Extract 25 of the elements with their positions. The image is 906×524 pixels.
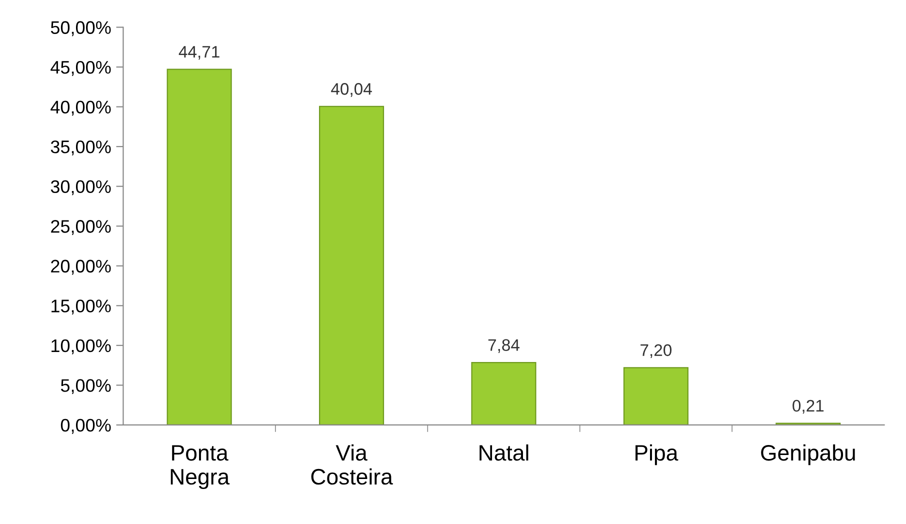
bar [623, 367, 688, 425]
y-tick-label: 10,00% [52, 339, 111, 354]
x-tick-label: Natal [480, 444, 528, 461]
x-tick-label: Ponta Negra [170, 445, 230, 490]
y-tick-label: 5,00% [60, 379, 111, 394]
y-tick-label: 45,00% [50, 60, 111, 76]
y-tick-label: 30,00% [50, 180, 111, 196]
data-label: 44,71 [178, 46, 220, 60]
bar [166, 68, 232, 425]
x-tick-label: Genipabu [761, 444, 855, 466]
x-tick-label: Via Costeira [311, 444, 393, 485]
y-tick-label: 35,00% [50, 140, 111, 156]
y-tick-label: 15,00% [52, 300, 111, 314]
y-tick-label: 0,00% [60, 418, 111, 434]
y-tick-label: 40,00% [50, 100, 111, 116]
y-tick-label: 50,00% [50, 21, 111, 36]
bar [319, 106, 384, 425]
y-tick-label: 25,00% [51, 220, 111, 235]
y-tick-label: 20,00% [51, 260, 111, 275]
x-tick-label: Pipa [636, 444, 678, 466]
data-label: 7,20 [640, 344, 672, 358]
bar [471, 362, 536, 425]
data-label: 0,21 [792, 400, 824, 414]
data-label: 40,04 [331, 83, 372, 97]
data-label: 7,84 [488, 339, 520, 353]
